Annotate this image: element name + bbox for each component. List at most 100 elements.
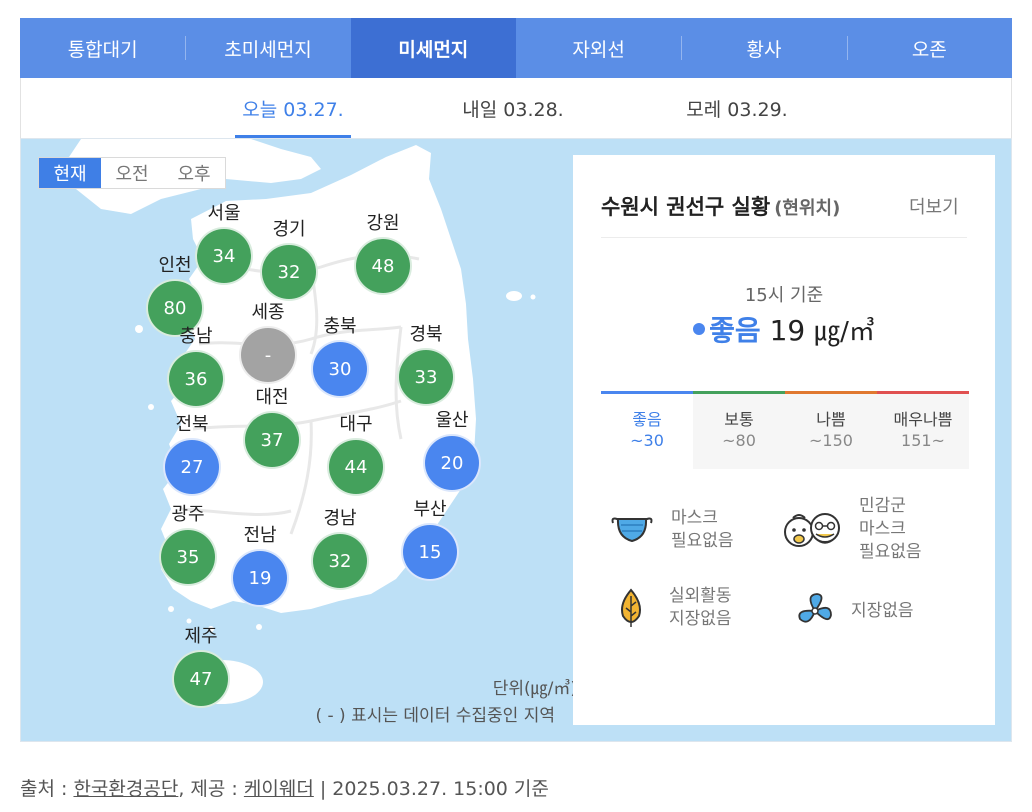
region-name: 대전 bbox=[255, 387, 289, 408]
region-value-bubble: 33 bbox=[397, 348, 455, 406]
advice-ventilation: 지장없음 bbox=[795, 591, 914, 631]
region-name: 전남 bbox=[243, 525, 277, 546]
provider-link[interactable]: 케이웨더 bbox=[243, 778, 314, 800]
region-marker[interactable]: 대전 37 bbox=[232, 387, 312, 469]
panel-time: 15시 기준 bbox=[744, 285, 824, 306]
legend-very-bad-range: 151~ bbox=[901, 431, 945, 450]
legend-good-label: 좋음 bbox=[632, 410, 662, 429]
sensitive-group-icon bbox=[784, 512, 840, 547]
footer-source-label: 출처 : bbox=[20, 778, 74, 800]
region-value-bubble: 20 bbox=[423, 434, 481, 492]
region-value-bubble: 32 bbox=[260, 243, 318, 301]
region-name: 세종 bbox=[251, 302, 285, 323]
advice-mask-line1: 마스크 bbox=[671, 508, 718, 528]
region-value-bubble: 47 bbox=[172, 650, 230, 708]
footer-timestamp: | 2025.03.27. 15:00 기준 bbox=[313, 778, 549, 800]
panel-grade: 좋음 bbox=[709, 314, 761, 347]
region-value-bubble: 34 bbox=[195, 227, 253, 285]
source-footer: 출처 : 한국환경공단, 제공 : 케이웨더 | 2025.03.27. 15:… bbox=[20, 774, 549, 801]
panel-divider bbox=[601, 237, 967, 238]
source-link[interactable]: 한국환경공단 bbox=[73, 778, 179, 800]
footer-provider-label: , 제공 : bbox=[178, 778, 244, 800]
more-link[interactable]: 더보기 bbox=[909, 197, 959, 218]
region-marker[interactable]: 강원 48 bbox=[343, 213, 423, 295]
region-marker[interactable]: 대구 44 bbox=[316, 414, 396, 496]
legend-normal: 보통 ~80 bbox=[693, 391, 785, 469]
legend-very-bad-label: 매우나쁨 bbox=[893, 410, 953, 429]
legend-good-range: ~30 bbox=[630, 431, 664, 450]
region-marker[interactable]: 서울 34 bbox=[184, 203, 264, 285]
region-marker[interactable]: 경북 33 bbox=[386, 324, 466, 406]
legend-bad-range: ~150 bbox=[809, 431, 853, 450]
region-name: 충북 bbox=[323, 316, 357, 337]
region-marker[interactable]: 울산 20 bbox=[412, 410, 492, 492]
region-name: 서울 bbox=[207, 203, 241, 224]
region-marker[interactable]: 경기 32 bbox=[249, 219, 329, 301]
advice-ventilation-text: 지장없음 bbox=[851, 600, 914, 623]
legend-very-bad: 매우나쁨 151~ bbox=[877, 391, 969, 469]
advice-sensitive-line3: 필요없음 bbox=[859, 542, 922, 562]
region-value-bubble: 15 bbox=[401, 523, 459, 581]
region-marker[interactable]: 인천 80 bbox=[135, 255, 215, 337]
time-toggle-morning[interactable]: 오전 bbox=[115, 164, 149, 185]
legend-bad-label: 나쁨 bbox=[816, 410, 846, 429]
region-value-bubble: 27 bbox=[163, 438, 221, 496]
panel-location-title: 수원시 권선구 실황 (현위치) bbox=[601, 191, 840, 221]
time-toggle: 현재 오전 오후 bbox=[38, 157, 226, 189]
advice-outdoor-line2: 지장없음 bbox=[669, 609, 732, 629]
region-marker[interactable]: 전남 19 bbox=[220, 525, 300, 607]
legend-good: 좋음 ~30 bbox=[601, 391, 693, 469]
region-value-bubble: 30 bbox=[311, 340, 369, 398]
region-marker[interactable]: 제주 47 bbox=[161, 626, 241, 708]
tab-uv[interactable]: 자외선 bbox=[572, 38, 625, 61]
region-name: 대구 bbox=[339, 414, 373, 435]
current-status-panel: 수원시 권선구 실황 (현위치) 더보기 15시 기준 좋음 19 ㎍/㎥ 좋음 … bbox=[573, 155, 995, 725]
time-toggle-afternoon[interactable]: 오후 bbox=[177, 164, 211, 185]
region-name: 강원 bbox=[366, 213, 400, 234]
region-value-bubble: 36 bbox=[167, 350, 225, 408]
region-value-bubble: 80 bbox=[146, 279, 204, 337]
region-marker[interactable]: 세종 - bbox=[228, 302, 308, 384]
region-value-bubble: 32 bbox=[311, 532, 369, 590]
tab-ozone[interactable]: 오존 bbox=[846, 18, 1012, 78]
panel-location-sub: (현위치) bbox=[774, 198, 841, 219]
region-marker[interactable]: 전북 27 bbox=[152, 414, 232, 496]
advice-sensitive-line2: 마스크 bbox=[859, 519, 906, 539]
region-marker[interactable]: 충남 36 bbox=[156, 326, 236, 408]
day-tab-day-after[interactable]: 모레 03.29. bbox=[686, 98, 788, 121]
region-name: 전북 bbox=[175, 414, 209, 435]
panel-value: 19 bbox=[769, 314, 806, 347]
region-name: 제주 bbox=[184, 626, 218, 647]
mask-icon bbox=[611, 517, 653, 543]
advice-ventilation-line1: 지장없음 bbox=[851, 600, 914, 621]
region-value-bubble: 44 bbox=[327, 438, 385, 496]
leaf-icon bbox=[621, 588, 641, 627]
tab-ultrafine-dust[interactable]: 초미세먼지 bbox=[185, 18, 350, 78]
tab-yellow-dust[interactable]: 황사 bbox=[681, 18, 846, 78]
legend-normal-label: 보통 bbox=[724, 410, 754, 429]
region-value-bubble: 35 bbox=[159, 528, 217, 586]
day-tabs: 오늘 03.27. 내일 03.28. 모레 03.29. bbox=[20, 78, 1012, 138]
advice-sensitive-line1: 민감군 bbox=[859, 496, 906, 516]
legend-normal-range: ~80 bbox=[722, 431, 756, 450]
region-marker[interactable]: 충북 30 bbox=[300, 316, 380, 398]
time-toggle-now[interactable]: 현재 bbox=[39, 158, 101, 188]
region-marker[interactable]: 부산 15 bbox=[390, 499, 470, 581]
tab-integrated-air[interactable]: 통합대기 bbox=[67, 38, 138, 61]
region-value-bubble: 48 bbox=[354, 237, 412, 295]
tab-fine-dust[interactable]: 미세먼지 bbox=[350, 18, 516, 78]
dust-map: 현재 오전 오후 서울 34 경기 32 강원 48 인천 80 세종 - 충북 30 충남 36 경북 33… bbox=[20, 138, 1012, 742]
legend-bad: 나쁨 ~150 bbox=[785, 391, 877, 469]
grade-legend: 좋음 ~30 보통 ~80 나쁨 ~150 매우나쁨 151~ bbox=[601, 391, 969, 469]
region-value-bubble: 19 bbox=[231, 549, 289, 607]
advice-outdoor-text: 실외활동 지장없음 bbox=[669, 585, 732, 631]
day-tab-tomorrow[interactable]: 내일 03.28. bbox=[462, 98, 564, 121]
region-marker[interactable]: 광주 35 bbox=[148, 504, 228, 586]
pollutant-tabs: 통합대기 초미세먼지 미세먼지 자외선 황사 오존 bbox=[20, 18, 1012, 78]
region-value-bubble: - bbox=[239, 326, 297, 384]
advice-outdoor: 실외활동 지장없음 bbox=[617, 585, 732, 631]
day-tab-today[interactable]: 오늘 03.27. bbox=[235, 78, 351, 138]
advice-mask: 마스크 필요없음 bbox=[609, 507, 734, 553]
panel-current-value: 좋음 19 ㎍/㎥ bbox=[573, 309, 995, 349]
region-marker[interactable]: 경남 32 bbox=[300, 508, 380, 590]
